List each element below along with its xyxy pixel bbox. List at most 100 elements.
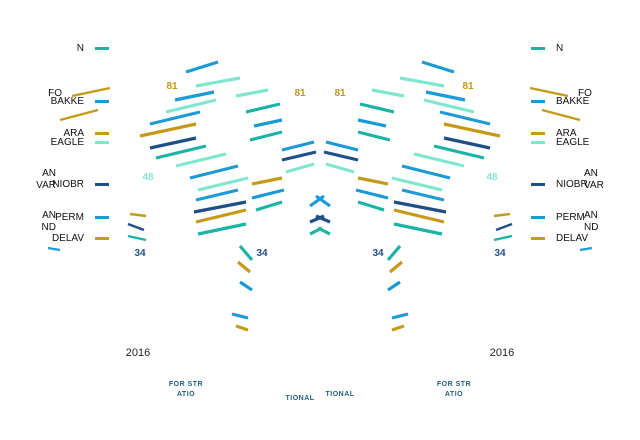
legend-label: N: [556, 43, 563, 54]
legend-label: PERM: [556, 212, 585, 223]
series-segment: [315, 194, 331, 208]
series-segment: [413, 152, 465, 168]
legend-swatch: [95, 132, 109, 135]
series-segment: [355, 188, 389, 200]
series-segment: [439, 110, 491, 126]
legend-label: AN: [42, 210, 56, 221]
series-segment: [401, 164, 451, 180]
year-label: 2016: [490, 347, 514, 359]
series-segment: [399, 76, 445, 88]
legend-label: FO: [578, 88, 592, 99]
series-segment: [149, 136, 197, 150]
series-segment: [285, 162, 315, 174]
year-label: 2016: [126, 347, 150, 359]
series-segment: [493, 234, 513, 242]
legend-label: NIOBR: [556, 179, 588, 190]
legend-swatch: [531, 47, 545, 50]
series-segment: [195, 76, 241, 88]
legend-swatch: [95, 47, 109, 50]
series-segment: [231, 312, 249, 320]
series-segment: [251, 176, 283, 186]
series-segment: [388, 260, 404, 274]
legend-swatch: [95, 183, 109, 186]
legend-swatch: [95, 216, 109, 219]
series-segment: [371, 88, 405, 98]
legend-label: AN: [584, 168, 598, 179]
legend-swatch: [531, 183, 545, 186]
series-segment: [195, 188, 239, 202]
series-segment: [357, 176, 389, 186]
data-label: 48: [142, 172, 154, 183]
series-segment: [493, 212, 511, 218]
series-segment: [541, 108, 581, 122]
legend-label: EAGLE: [556, 137, 590, 148]
series-segment: [236, 260, 252, 274]
series-segment: [129, 212, 147, 218]
series-segment: [359, 102, 395, 114]
legend-label: AN: [42, 168, 56, 179]
legend-label: BAKKE: [51, 96, 85, 107]
data-label: 81: [294, 88, 306, 99]
series-segment: [255, 200, 283, 212]
series-segment: [495, 222, 513, 232]
legend-label: DELAV: [52, 233, 84, 244]
series-segment: [127, 234, 147, 242]
series-segment: [357, 200, 385, 212]
series-segment: [393, 200, 447, 214]
legend-label: FO: [48, 88, 62, 99]
series-segment: [197, 222, 247, 236]
series-segment: [423, 98, 475, 114]
legend-swatch: [531, 237, 545, 240]
series-segment: [325, 162, 355, 174]
legend-label: BAKKE: [556, 96, 590, 107]
series-segment: [357, 118, 387, 128]
series-segment: [323, 150, 359, 162]
series-segment: [309, 194, 325, 208]
footer-label: ATIO: [445, 391, 463, 398]
series-segment: [391, 176, 443, 192]
legend-label: VAR: [584, 180, 604, 191]
series-segment: [309, 214, 325, 224]
series-segment: [239, 280, 253, 292]
legend-label: EAGLE: [51, 137, 85, 148]
legend-swatch: [95, 100, 109, 103]
legend-swatch: [531, 141, 545, 144]
footer-label: ATIO: [177, 391, 195, 398]
series-segment: [149, 110, 201, 126]
series-segment: [325, 140, 359, 152]
series-segment: [391, 312, 409, 320]
series-segment: [393, 208, 445, 224]
legend-label: DELAV: [556, 233, 588, 244]
series-segment: [253, 118, 283, 128]
legend-swatch: [95, 141, 109, 144]
legend-label: PERM: [55, 212, 84, 223]
series-segment: [386, 244, 402, 262]
series-segment: [393, 222, 443, 236]
series-segment: [281, 140, 315, 152]
legend-label: VAR: [36, 180, 56, 191]
series-segment: [529, 86, 569, 98]
series-segment: [175, 152, 227, 168]
series-segment: [251, 188, 285, 200]
series-segment: [245, 102, 281, 114]
legend-swatch: [531, 132, 545, 135]
series-segment: [357, 130, 391, 142]
series-segment: [249, 130, 283, 142]
series-segment: [238, 244, 254, 262]
footer-label: FOR STR: [437, 381, 471, 388]
series-segment: [421, 60, 455, 74]
series-segment: [189, 164, 239, 180]
series-segment: [401, 188, 445, 202]
legend-swatch: [531, 216, 545, 219]
series-segment: [425, 90, 466, 102]
legend-swatch: [95, 237, 109, 240]
data-label: 34: [372, 248, 384, 259]
series-segment: [139, 122, 197, 138]
footer-label: FOR STR: [169, 381, 203, 388]
series-segment: [391, 324, 405, 332]
series-segment: [281, 150, 317, 162]
footer-label: TIONAL: [285, 395, 314, 402]
series-segment: [235, 324, 249, 332]
